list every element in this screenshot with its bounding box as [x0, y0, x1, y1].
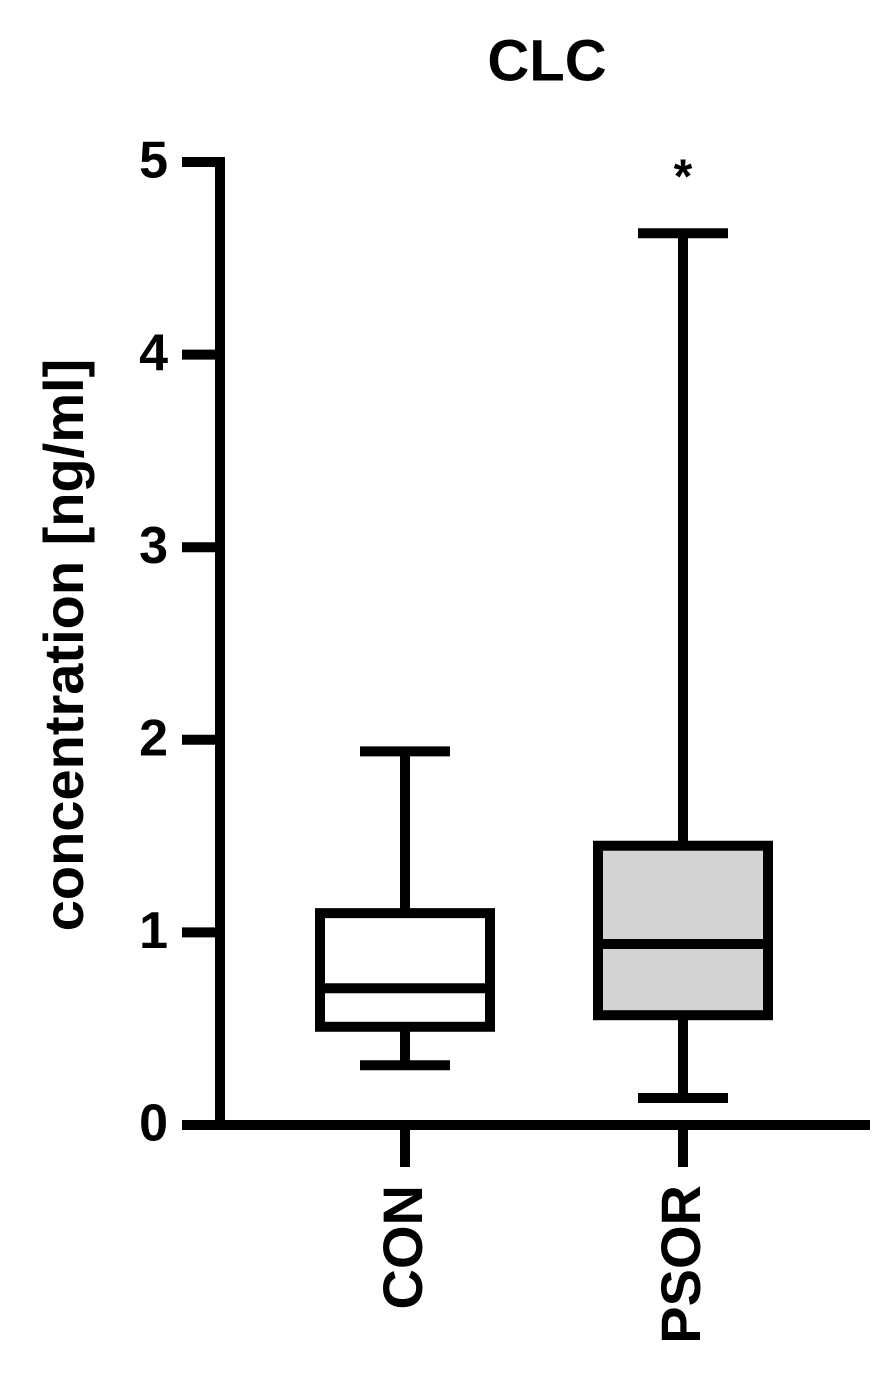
significance-annotation: * [674, 151, 693, 204]
y-tick-label: 4 [139, 324, 168, 382]
y-tick-label: 2 [139, 710, 168, 768]
box [315, 908, 495, 1032]
y-tick-label: 1 [139, 902, 168, 960]
y-axis-label: concentration [ng/ml] [32, 359, 95, 931]
y-tick-label: 0 [139, 1095, 168, 1153]
box [593, 840, 773, 1021]
y-tick-label: 5 [139, 132, 168, 190]
x-tick-label: CON [371, 1185, 434, 1309]
x-tick-label: PSOR [649, 1185, 712, 1344]
y-tick-label: 3 [139, 517, 168, 575]
chart-title: CLC [487, 28, 606, 93]
